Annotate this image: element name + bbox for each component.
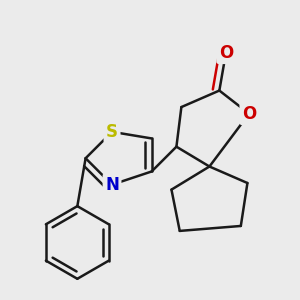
Text: O: O xyxy=(219,44,233,62)
Text: S: S xyxy=(106,123,118,141)
Text: N: N xyxy=(105,176,119,194)
Text: O: O xyxy=(242,105,256,123)
